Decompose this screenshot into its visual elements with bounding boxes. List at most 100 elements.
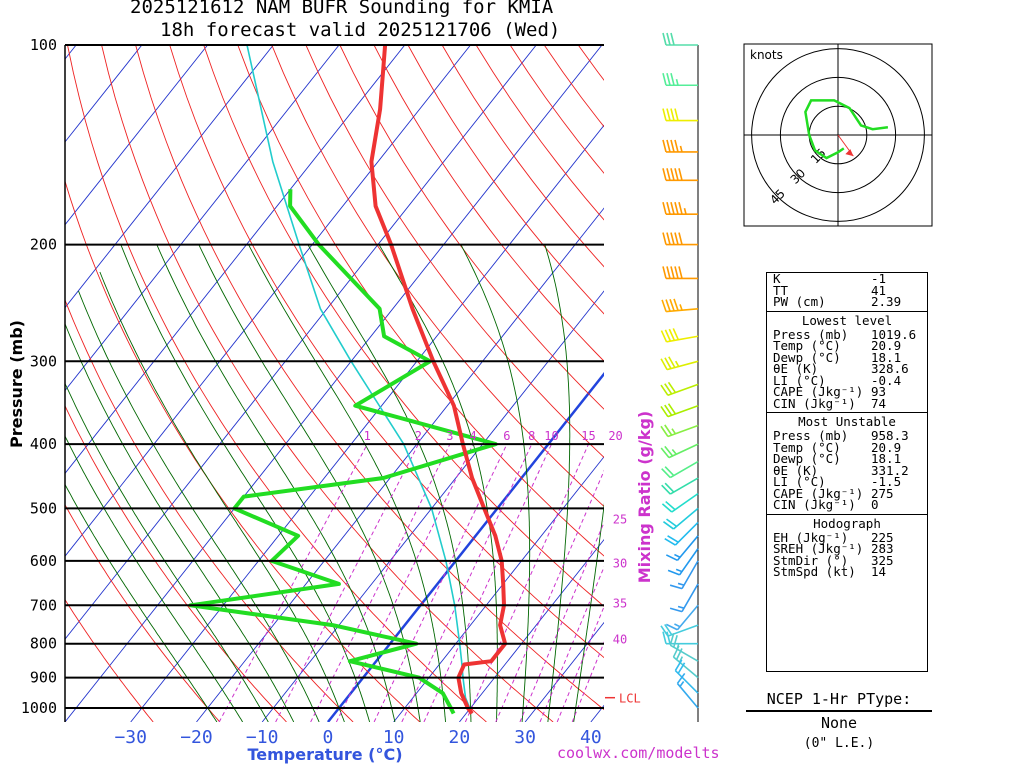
pressure-tick-label: 1000 xyxy=(21,699,57,717)
most-unstable-label: Press (mb) xyxy=(773,428,849,443)
mixing-ratio-line xyxy=(401,443,533,722)
dry-adiabat-line xyxy=(65,179,421,722)
wind-barb-flag xyxy=(674,266,679,279)
wind-barb-flag xyxy=(670,266,675,279)
mixing-ratio-label: 35 xyxy=(613,597,627,611)
wind-barb-flag xyxy=(672,328,680,341)
hodograph-stat-label: StmSpd (kt) xyxy=(773,564,856,579)
hodograph-stats-header: Hodograph xyxy=(813,515,881,531)
mixing-ratio-line xyxy=(335,443,474,722)
y-axis-title: Pressure (mb) xyxy=(7,320,26,448)
chart-title-line2: 18h forecast valid 2025121706 (Wed) xyxy=(160,19,561,41)
wind-barb-half-flag xyxy=(683,208,687,215)
lowest-level-row: Dewp (°C) 18.1 xyxy=(767,349,927,365)
wind-barb-shaft xyxy=(678,548,699,576)
wind-barb-flag xyxy=(664,445,674,457)
hodograph-stat-value: 225 xyxy=(871,529,894,545)
wind-barb-flag xyxy=(664,538,676,546)
isotherm-line xyxy=(459,538,604,722)
wind-barb-flag xyxy=(662,168,667,181)
wind-barb-flag xyxy=(676,672,686,684)
wind-barb-flag xyxy=(663,521,674,530)
mixing-ratio-label: 8 xyxy=(528,429,535,443)
wind-barb-flag xyxy=(673,298,679,311)
temperature-trace xyxy=(369,45,508,715)
moist-adiabat-line xyxy=(198,244,421,722)
wind-barb xyxy=(660,381,699,397)
pressure-tick-label: 200 xyxy=(30,236,57,254)
lowest-level-value: -0.4 xyxy=(871,372,902,388)
wind-barb-shaft xyxy=(667,424,699,438)
wind-barb-flag xyxy=(664,624,673,636)
wind-barb-flag xyxy=(670,73,675,86)
stats-indices: K -1 TT 41 PW (cm) 2.39 xyxy=(767,273,927,308)
index-label: K xyxy=(773,271,781,286)
wind-barb-shaft xyxy=(667,404,699,418)
pressure-tick-label: 600 xyxy=(30,552,57,570)
isotherm-line xyxy=(65,45,603,722)
temperature-tick-label: 0 xyxy=(323,727,334,748)
temperature-tick-label: 40 xyxy=(580,727,602,748)
most-unstable-value: 0 xyxy=(871,497,879,512)
dry-adiabat-line xyxy=(65,404,287,722)
wind-barb-half-flag xyxy=(675,79,679,86)
wind-barb xyxy=(661,460,699,479)
lowest-level-label: Dewp (°C) xyxy=(773,349,841,365)
wind-barb-flag xyxy=(664,466,675,477)
mixing-ratio-axis-title: Mixing Ratio (g/kg) xyxy=(635,411,654,583)
most-unstable-value: -1.5 xyxy=(871,474,902,489)
wind-barb-half-flag xyxy=(679,145,683,153)
dry-adiabat-line xyxy=(305,45,604,459)
index-value: -1 xyxy=(871,271,887,286)
dry-adiabat-line xyxy=(169,45,604,659)
wind-barb xyxy=(662,108,698,122)
lowest-level-row: CAPE (Jkg⁻¹) 93 xyxy=(767,386,927,398)
mixing-ratio-line xyxy=(495,469,604,722)
lowest-level-label: LI (°C) xyxy=(773,372,826,388)
wind-barb-flag xyxy=(660,358,668,370)
wind-barb-shaft xyxy=(666,308,699,313)
moist-adiabat-line xyxy=(460,244,531,722)
wind-barb-flag xyxy=(662,32,667,46)
parcel-trace xyxy=(246,45,473,714)
wind-barb xyxy=(663,507,699,530)
ptype-panel: NCEP 1-Hr PType: None (0" L.E.) xyxy=(746,690,932,751)
wind-barb-flag xyxy=(660,425,669,437)
moist-adiabat-line xyxy=(65,483,218,722)
hodograph-trace xyxy=(804,99,889,160)
lowest-level-row: θE (K) 328.6 xyxy=(767,363,927,375)
wind-barb xyxy=(676,672,699,709)
lowest-level-label: CIN (Jkg⁻¹) xyxy=(773,395,856,411)
most-unstable-value: 331.2 xyxy=(871,462,909,478)
wind-barb-flag xyxy=(664,357,672,369)
dry-adiabat-line xyxy=(65,298,354,722)
wind-barb-half-flag xyxy=(671,428,677,435)
moist-adiabat-line xyxy=(378,244,498,722)
wind-barb-half-flag xyxy=(674,623,681,628)
pressure-tick-label: 300 xyxy=(30,352,57,370)
chart-title-line1: 2025121612 NAM BUFR Sounding for KMIA xyxy=(130,0,554,18)
wind-barb-flag xyxy=(662,73,667,86)
wind-barb-flag xyxy=(669,607,683,613)
wind-barb-flag xyxy=(674,202,679,215)
mixing-ratio-label: 10 xyxy=(544,429,558,443)
wind-barb xyxy=(660,403,699,418)
moist-adiabat-line xyxy=(544,244,571,722)
wind-barb-flag xyxy=(667,535,679,543)
wind-barb xyxy=(665,535,699,562)
wind-barb-flag xyxy=(666,168,671,181)
most-unstable-value: 20.9 xyxy=(871,439,902,455)
website-label[interactable]: coolwx.com/modelts xyxy=(557,744,720,762)
stats-panel: K -1 TT 41 PW (cm) 2.39 Lowest level Press (m… xyxy=(766,272,928,672)
wind-barb-flag xyxy=(670,108,675,121)
mixing-ratio-line xyxy=(464,443,589,722)
wind-barb-shaft xyxy=(674,521,699,546)
wind-barb-flag xyxy=(672,645,680,658)
wind-barb-flag xyxy=(674,659,683,671)
most-unstable-label: CIN (Jkg⁻¹) xyxy=(773,497,856,512)
wind-barb-shaft xyxy=(672,656,699,679)
index-label: TT xyxy=(773,282,789,298)
wind-barb-flag xyxy=(675,648,683,660)
hodograph-stat-label: SREH (Jkg⁻¹) xyxy=(773,541,864,556)
